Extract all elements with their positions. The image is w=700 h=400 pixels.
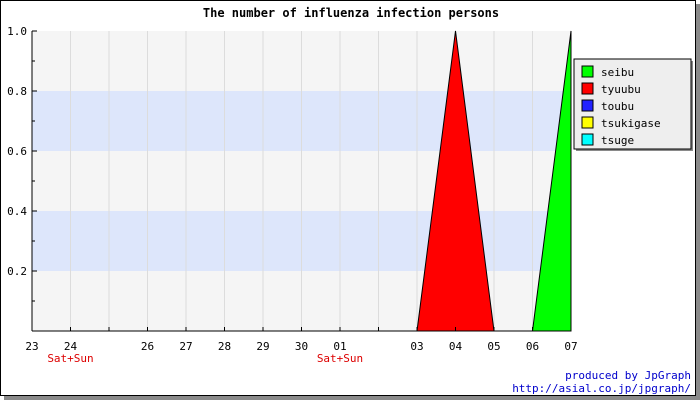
plot-gridlines: [70, 31, 533, 331]
x-tick-label: 05: [487, 340, 500, 353]
legend-label-tsuge: tsuge: [601, 134, 634, 147]
legend-swatch-tsukigase: [581, 116, 594, 129]
legend-label-tsukigase: tsukigase: [601, 117, 661, 130]
legend-label-tyuubu: tyuubu: [601, 83, 641, 96]
legend-label-toubu: toubu: [601, 100, 634, 113]
x-tick-label: 26: [141, 340, 154, 353]
influenza-area-chart: The number of influenza infection person…: [7, 6, 693, 395]
y-tick-label: 0.8: [7, 85, 27, 98]
legend-swatch-seibu: [581, 65, 594, 78]
chart-title: The number of influenza infection person…: [203, 6, 499, 20]
legend-swatch-tyuubu: [581, 82, 594, 95]
x-tick-label: 23: [25, 340, 38, 353]
x-tick-label: 03: [410, 340, 423, 353]
x-tick-label: 30: [295, 340, 308, 353]
x-tick-label: 04: [449, 340, 463, 353]
axes: 0.2 0.4 0.6 0.8 1.0 23 24 26 27 28 29 30 01 03 04 05 06 0…: [7, 25, 578, 365]
x-tick-label: 24: [64, 340, 78, 353]
legend-label-seibu: seibu: [601, 66, 634, 79]
y-tick-label: 1.0: [7, 25, 27, 38]
credit-line-1: produced by JpGraph: [565, 369, 691, 382]
y-tick-label: 0.4: [7, 205, 27, 218]
y-tick-label: 0.6: [7, 145, 27, 158]
x-tick-label: 28: [218, 340, 231, 353]
x-tick-label: 01: [333, 340, 346, 353]
x-tick-label: 27: [179, 340, 192, 353]
x-sublabel: Sat+Sun: [47, 352, 93, 365]
legend: seibu tyuubu toubu tsukigase tsuge: [573, 58, 693, 151]
legend-swatch-toubu: [581, 99, 594, 112]
x-tick-label: 29: [256, 340, 269, 353]
credit-line-2: http://asial.co.jp/jpgraph/: [512, 382, 691, 395]
y-tick-label: 0.2: [7, 265, 27, 278]
x-tick-label: 07: [564, 340, 577, 353]
legend-swatch-tsuge: [581, 133, 594, 146]
x-sublabel: Sat+Sun: [317, 352, 363, 365]
x-tick-label: 06: [526, 340, 539, 353]
